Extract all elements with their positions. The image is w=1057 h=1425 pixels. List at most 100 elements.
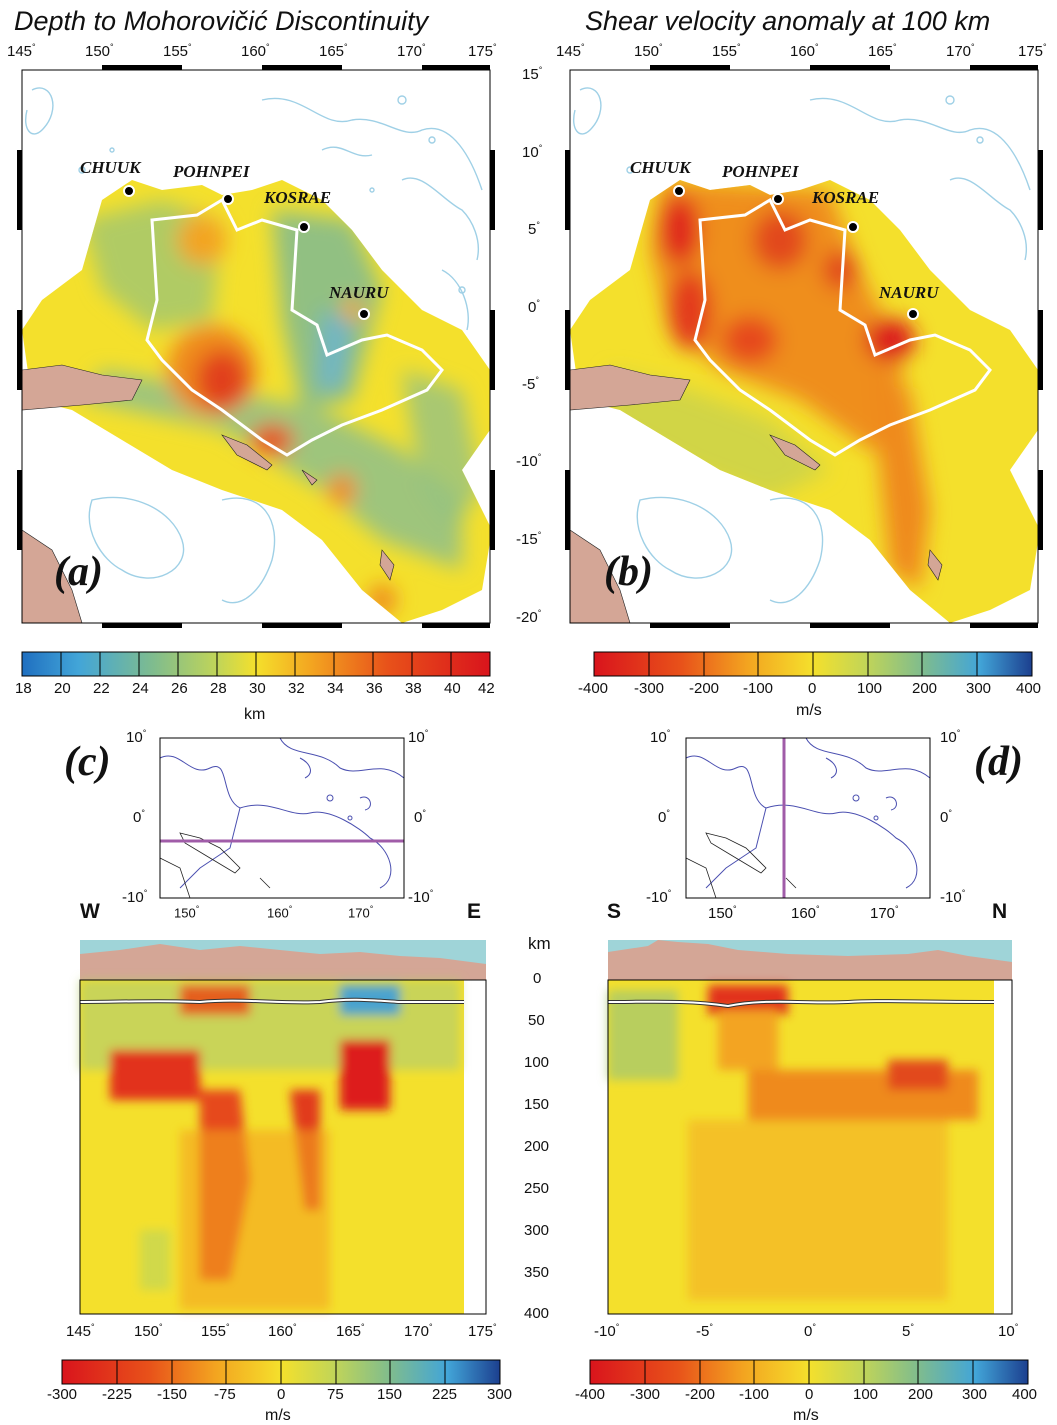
inset-d-lat-tick: 10° [650,728,671,746]
colorbar-d-unit: m/s [793,1407,819,1424]
map-b-lon-tick: 145° [556,42,585,60]
section-d-left-dir: S [607,900,622,923]
colorbar-c-tick: -225 [102,1386,133,1403]
section-c-x-tick: 160° [268,1322,297,1340]
lat-tick: 5° [528,220,540,238]
section-c-x-tick: 145° [66,1322,95,1340]
section-d-x-tick: -10° [594,1322,620,1340]
inset-map-c [159,737,405,899]
colorbar-c-tick: 75 [327,1386,344,1403]
depth-tick: 300 [524,1222,550,1239]
island-label-pohnpei: POHNPEI [722,162,799,181]
colorbar-c [61,1359,501,1385]
colorbar-a-tick: 18 [15,680,32,697]
map-a-lon-tick: 170° [397,42,426,60]
colorbar-a-tick: 38 [405,680,422,697]
depth-tick: 350 [524,1264,550,1281]
colorbar-b-tick: 300 [966,680,992,697]
map-b-lon-tick: 150° [634,42,663,60]
map-a-lon-tick: 145° [7,42,36,60]
colorbar-a [21,651,491,677]
inset-d-lon-tick: 150° [708,904,737,922]
map-a-title: Depth to Mohorovičić Discontinuity [14,6,429,36]
colorbar-c-tick: -75 [214,1386,236,1403]
inset-d-lon-tick: 170° [870,904,899,922]
section-c-right-dir: E [467,900,482,923]
panel-letter-c: (c) [64,739,111,785]
colorbar-b-tick: -400 [578,680,609,697]
colorbar-d-tick: 100 [853,1386,879,1403]
colorbar-c-unit: m/s [265,1407,291,1424]
section-c-topography [80,940,486,980]
inset-c-lat-tick: -10° [122,888,148,906]
inset-c-lon-tick: 170° [348,904,374,921]
colorbar-b-tick: -300 [634,680,665,697]
section-d-x-tick: 0° [804,1322,816,1340]
colorbar-a-tick: 30 [249,680,266,697]
colorbar-b-tick: 400 [1016,680,1042,697]
colorbar-d-tick: -200 [685,1386,716,1403]
map-b-lon-tick: 160° [790,42,819,60]
colorbar-d-tick: -100 [739,1386,770,1403]
colorbar-a-tick: 20 [54,680,71,697]
colorbar-b-tick: -200 [689,680,720,697]
map-a-lon-tick: 175° [468,42,497,60]
section-d-topography [608,940,1012,980]
colorbar-b-tick: 200 [912,680,938,697]
depth-tick: 400 [524,1305,550,1322]
colorbar-d-tick: -400 [575,1386,606,1403]
colorbar-b-unit: m/s [796,702,822,719]
colorbar-a-tick: 26 [171,680,188,697]
section-d-x-tick: 5° [902,1322,914,1340]
colorbar-c-tick: 300 [487,1386,513,1403]
colorbar-c-tick: 150 [377,1386,403,1403]
lat-tick: -15° [516,530,542,548]
colorbar-b [593,651,1033,677]
colorbar-d-tick: 200 [908,1386,934,1403]
depth-tick: 250 [524,1180,550,1197]
colorbar-c-tick: 225 [432,1386,458,1403]
colorbar-c-tick: 0 [277,1386,286,1403]
inset-d-lat-tick: -10° [940,888,966,906]
section-c-x-tick: 170° [404,1322,433,1340]
colorbar-b-tick: -100 [743,680,774,697]
depth-axis-unit: km [528,934,551,953]
colorbar-a-unit: km [244,706,266,723]
colorbar-a-tick: 42 [478,680,495,697]
section-d-right-dir: N [992,900,1008,923]
map-b-lon-tick: 175° [1018,42,1047,60]
inset-c-lon-tick: 150° [174,904,200,921]
map-b-lon-tick: 165° [868,42,897,60]
panel-letter-a: (a) [54,549,103,595]
lat-tick: 0° [528,298,540,316]
lat-tick: -10° [516,452,542,470]
inset-c-lat-tick: -10° [408,888,434,906]
map-a-lon-tick: 155° [163,42,192,60]
island-label-nauru: NAURU [879,283,939,302]
colorbar-d-tick: 300 [962,1386,988,1403]
inset-c-lon-tick: 160° [267,904,293,921]
depth-tick: 0 [533,970,542,987]
inset-c-lat-tick: 10° [126,728,147,746]
section-c-x-tick: 150° [134,1322,163,1340]
map-b [565,65,1043,628]
colorbar-d [589,1359,1029,1385]
colorbar-a-tick: 22 [93,680,110,697]
section-c-x-tick: 175° [468,1322,497,1340]
island-label-pohnpei: POHNPEI [173,162,250,181]
depth-tick: 200 [524,1138,550,1155]
lat-tick: 15° [522,65,543,83]
depth-tick: 100 [524,1054,550,1071]
island-label-nauru: NAURU [329,283,389,302]
colorbar-c-tick: -150 [157,1386,188,1403]
lat-tick: -20° [516,608,542,626]
map-a-lon-tick: 165° [319,42,348,60]
inset-c-lat-tick: 0° [414,808,426,826]
map-b-lon-tick: 155° [712,42,741,60]
colorbar-d-tick: 400 [1012,1386,1038,1403]
section-c-x-tick: 165° [336,1322,365,1340]
map-a-lon-tick: 160° [241,42,270,60]
map-b-lon-tick: 170° [946,42,975,60]
panel-letter-d: (d) [974,739,1023,785]
colorbar-d-tick: -300 [630,1386,661,1403]
